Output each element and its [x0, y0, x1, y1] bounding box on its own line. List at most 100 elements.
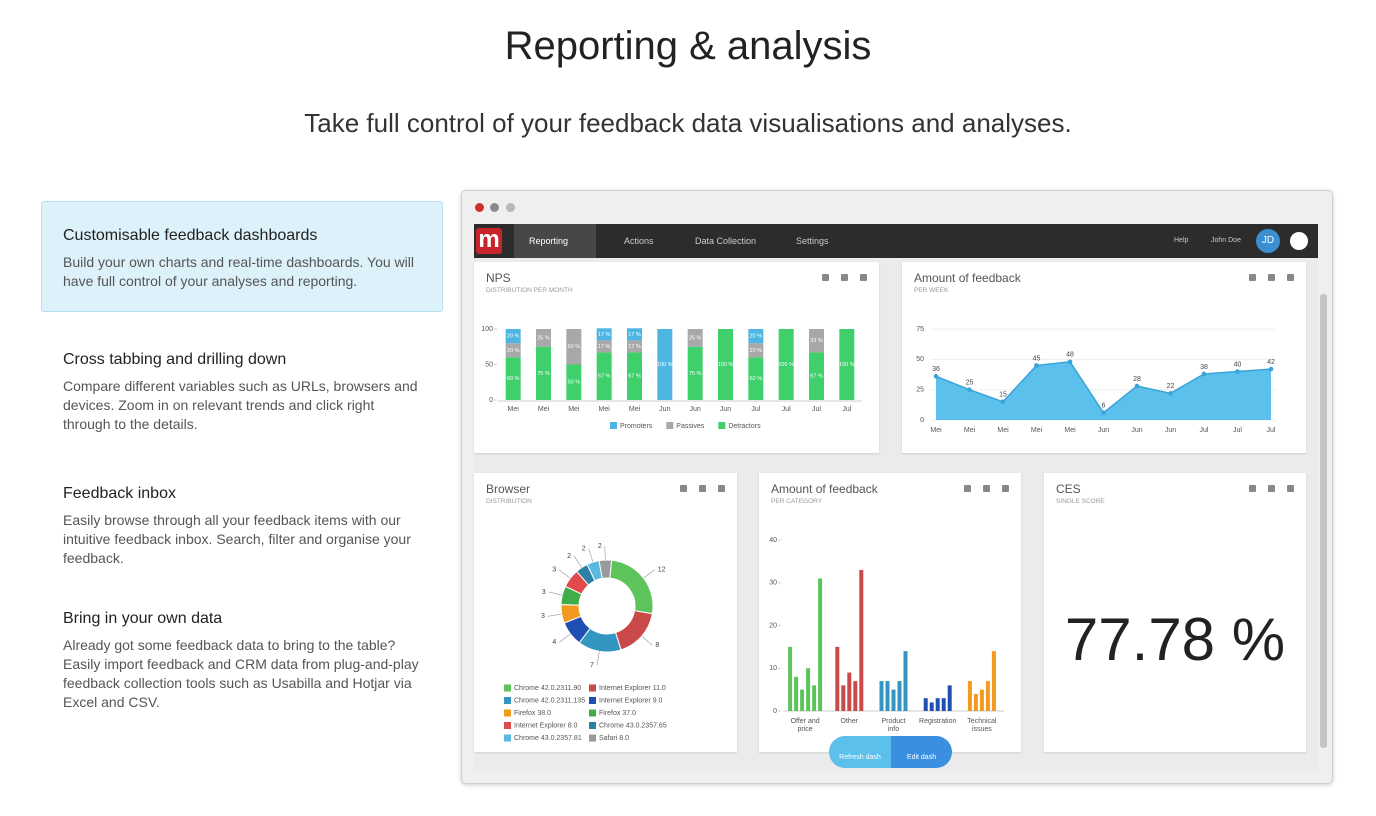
bar-label: 67 %: [810, 374, 823, 380]
bar: [812, 685, 817, 711]
settings-button[interactable]: [1290, 232, 1308, 250]
legend-swatch: [589, 697, 596, 704]
widget-title: Amount of feedback: [914, 271, 1021, 285]
x-tick-label: Mei: [568, 406, 580, 413]
bar-segment: [748, 343, 764, 358]
legend-swatch: [504, 709, 511, 717]
feature-text: Easily browse through all your feedback …: [63, 512, 411, 566]
slice-label: 7: [590, 662, 594, 669]
nps-chart: 0 50 100 Mei 60 % 20 % 20 % Mei 75 % 25 % Mei 50 % 5…: [481, 274, 867, 430]
widget-title: Amount of feedback: [771, 482, 878, 496]
x-tick-label: Registration: [919, 718, 956, 725]
y-tick-label: 25: [916, 387, 924, 394]
y-tick-label: 10: [769, 665, 777, 672]
legend-swatch: [504, 734, 511, 742]
bar: [979, 689, 984, 711]
feature[interactable]: Cross tabbing and drilling down Compare d…: [41, 351, 443, 434]
bar: [818, 578, 823, 711]
widget-title: NPS: [486, 271, 511, 285]
bar: [897, 681, 902, 711]
feature-text: Already got some feedback data to bring …: [63, 637, 419, 710]
data-label: 22: [1167, 383, 1175, 390]
window-dot: [490, 203, 499, 212]
feature-title: Feedback inbox: [63, 485, 176, 502]
legend-label: Internet Explorer 11.0: [599, 685, 666, 692]
slice-label: 8: [655, 642, 659, 649]
nav-item[interactable]: Actions: [624, 236, 654, 246]
avatar[interactable]: JD: [1256, 229, 1280, 253]
browser-chart: 12 8 7 4 3 3 3 2 2 2 Chrome 42.0.2311.90 Internet E…: [504, 485, 725, 742]
leader-line: [604, 546, 606, 561]
x-tick-label: Jun: [1165, 427, 1176, 434]
refresh-button[interactable]: Refresh dash: [829, 736, 891, 768]
widget-icon: [1287, 485, 1294, 492]
bar: [847, 672, 852, 711]
widget-icon: [680, 485, 687, 492]
bar-label: 100 %: [657, 362, 673, 368]
point: [1000, 399, 1006, 405]
slice-label: 4: [552, 639, 556, 646]
y-tick-label: 30: [769, 580, 777, 587]
bar: [800, 689, 805, 711]
logo[interactable]: m: [476, 228, 502, 254]
active-feature-box[interactable]: [41, 201, 443, 312]
bar-segment: [809, 352, 824, 400]
bar: [935, 698, 940, 711]
x-tick-label: Mei: [964, 427, 976, 434]
nav-item[interactable]: Reporting: [529, 236, 569, 246]
widget-icon: [964, 485, 971, 492]
data-label: 6: [1102, 403, 1106, 410]
feature[interactable]: Feedback inbox Easily browse through all …: [41, 485, 443, 568]
legend-label: Internet Explorer 9.0: [599, 697, 663, 704]
bar-label: 20 %: [750, 334, 763, 340]
nav-item[interactable]: Settings: [796, 236, 829, 246]
bar-segment: [718, 329, 733, 400]
legend-swatch: [589, 684, 596, 692]
point: [1168, 391, 1173, 396]
donut-slice: [598, 559, 613, 579]
y-tick-label: 0: [773, 708, 777, 715]
ces-score: 77.78 %: [1064, 606, 1286, 673]
leader-line: [547, 613, 562, 617]
bar-label: 100 %: [718, 362, 734, 368]
legend-swatch: [610, 422, 617, 429]
bar-segment: [627, 328, 642, 341]
bar: [923, 698, 928, 711]
help[interactable]: Help: [1174, 237, 1189, 244]
bar: [941, 698, 946, 711]
slice-label: 2: [567, 553, 571, 560]
feature[interactable]: Bring in your own data Already got some f…: [41, 610, 443, 712]
bar: [885, 681, 890, 711]
user[interactable]: John Doe: [1211, 237, 1241, 244]
leader-line: [559, 633, 571, 643]
feature[interactable]: Customisable feedback dashboards Build yo…: [41, 227, 443, 291]
point: [967, 387, 972, 392]
widget-subtitle: PER WEEK: [914, 287, 949, 294]
bar-label: 17 %: [598, 332, 611, 338]
data-label: 25: [966, 380, 974, 387]
x-tick-label: Jul: [812, 406, 821, 413]
legend-swatch: [589, 734, 596, 742]
x-tick-label: Offer and price: [791, 718, 820, 733]
point: [933, 374, 939, 379]
legend-swatch: [589, 709, 596, 717]
data-label: 38: [1200, 364, 1208, 371]
y-tick-label: 50: [916, 356, 924, 363]
slice-label: 3: [552, 567, 556, 574]
leader-line: [641, 635, 653, 646]
bar-segment: [566, 364, 582, 400]
edit-button[interactable]: Edit dash: [891, 736, 952, 768]
y-tick-label: 75: [916, 326, 924, 333]
x-tick-label: Jul: [1233, 427, 1242, 434]
x-tick-label: Jun: [659, 406, 670, 413]
nav-item[interactable]: Data Collection: [695, 236, 757, 246]
widget-subtitle: SINGLE SCORE: [1056, 498, 1105, 505]
data-label: 36: [932, 366, 940, 373]
x-tick-label: Technical issues: [967, 718, 997, 733]
point: [1268, 366, 1274, 372]
bar: [967, 681, 972, 711]
x-tick-label: Jul: [1267, 427, 1276, 434]
x-tick-label: Mei: [930, 427, 942, 434]
legend-label: Passives: [676, 423, 705, 430]
x-tick-label: Mei: [508, 406, 520, 413]
